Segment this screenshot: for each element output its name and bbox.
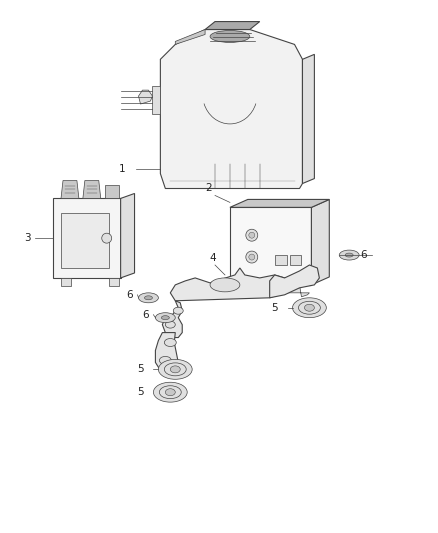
Ellipse shape	[159, 357, 171, 365]
Polygon shape	[230, 207, 311, 285]
Polygon shape	[175, 29, 205, 44]
Ellipse shape	[165, 321, 175, 328]
Polygon shape	[248, 285, 309, 297]
Ellipse shape	[155, 313, 175, 322]
Ellipse shape	[210, 30, 250, 43]
Text: 4: 4	[210, 253, 216, 263]
Text: 5: 5	[137, 365, 144, 374]
Ellipse shape	[170, 366, 180, 373]
Circle shape	[246, 251, 258, 263]
Polygon shape	[83, 181, 101, 198]
Ellipse shape	[153, 382, 187, 402]
Text: 6: 6	[126, 290, 133, 300]
Ellipse shape	[164, 363, 186, 376]
Polygon shape	[53, 198, 120, 278]
Text: 6: 6	[360, 250, 367, 260]
Circle shape	[249, 254, 255, 260]
Polygon shape	[162, 301, 182, 337]
Polygon shape	[205, 21, 260, 29]
Ellipse shape	[339, 250, 359, 260]
Ellipse shape	[345, 253, 353, 257]
Ellipse shape	[145, 296, 152, 300]
Text: 6: 6	[142, 310, 148, 320]
Ellipse shape	[138, 293, 159, 303]
FancyBboxPatch shape	[61, 213, 109, 268]
Text: 5: 5	[271, 303, 278, 313]
Polygon shape	[105, 184, 119, 198]
Text: 3: 3	[25, 233, 31, 243]
Text: 1: 1	[119, 164, 126, 174]
Polygon shape	[61, 278, 71, 286]
Polygon shape	[155, 333, 178, 373]
Text: 2: 2	[205, 183, 212, 193]
Circle shape	[102, 233, 112, 243]
Ellipse shape	[304, 304, 314, 311]
Polygon shape	[138, 90, 152, 104]
Polygon shape	[170, 268, 290, 301]
Ellipse shape	[173, 307, 183, 314]
Polygon shape	[120, 193, 134, 278]
Ellipse shape	[159, 386, 181, 399]
Ellipse shape	[210, 278, 240, 292]
FancyBboxPatch shape	[290, 255, 301, 265]
Ellipse shape	[298, 301, 320, 314]
Ellipse shape	[164, 338, 176, 346]
Text: 5: 5	[137, 387, 144, 397]
Ellipse shape	[165, 389, 175, 395]
Ellipse shape	[161, 316, 170, 320]
Polygon shape	[152, 86, 160, 114]
Polygon shape	[270, 265, 319, 298]
Circle shape	[246, 229, 258, 241]
Circle shape	[249, 232, 255, 238]
Polygon shape	[230, 199, 329, 207]
Ellipse shape	[293, 298, 326, 318]
Ellipse shape	[159, 359, 192, 379]
Polygon shape	[61, 181, 79, 198]
Polygon shape	[303, 54, 314, 183]
Polygon shape	[109, 278, 119, 286]
Polygon shape	[311, 199, 329, 285]
FancyBboxPatch shape	[275, 255, 286, 265]
Polygon shape	[160, 29, 303, 189]
